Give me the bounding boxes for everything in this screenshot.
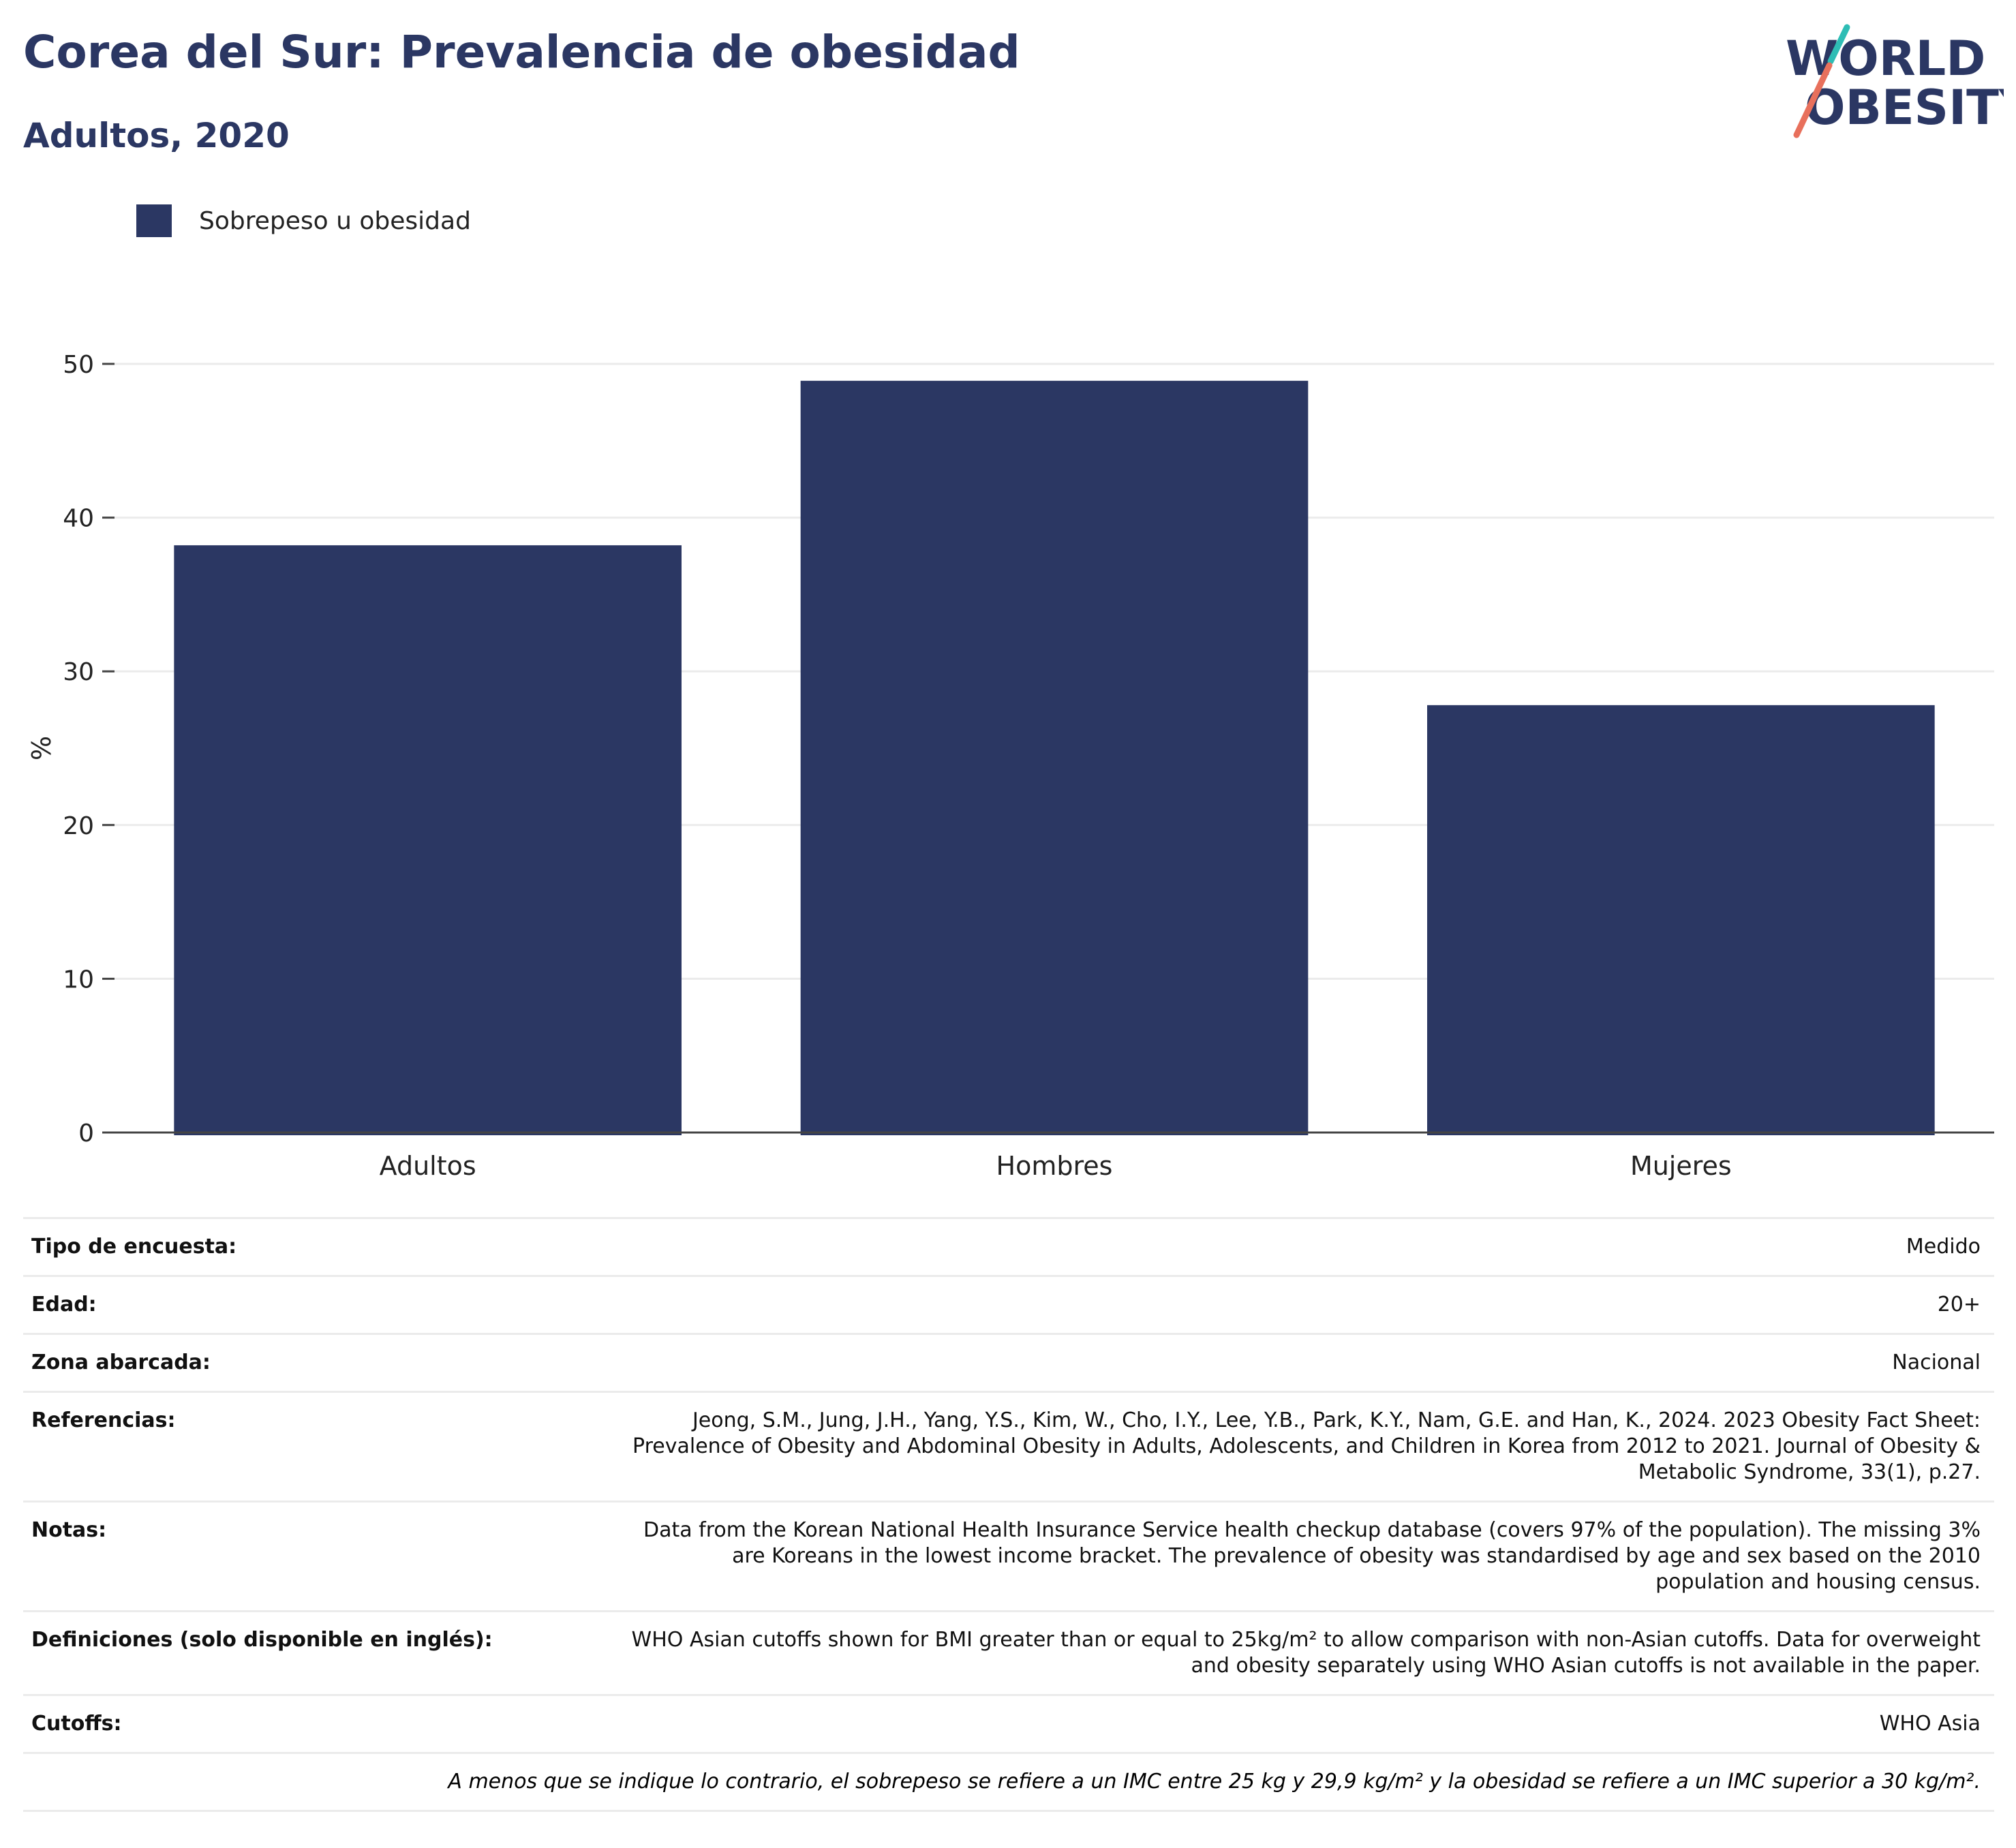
info-label: Zona abarcada: [23,1333,506,1392]
bar [174,545,682,1135]
y-tick-label: 50 [63,351,94,379]
legend-swatch [136,204,172,237]
chart-subtitle: Adultos, 2020 [23,116,290,155]
info-label: Edad: [23,1275,506,1334]
info-value: WHO Asian cutoffs shown for BMI greater … [506,1610,1994,1695]
world-obesity-logo: WORLD OBESITY [1786,24,2004,138]
info-label: Notas: [23,1500,506,1612]
logo-slash-coral [1793,62,1833,138]
y-axis-title: % [27,736,57,760]
legend-label: Sobrepeso u obesidad [199,206,471,235]
x-tick-label: Mujeres [1630,1151,1732,1181]
y-tick-label: 0 [78,1120,94,1148]
info-row: Tipo de encuesta: Medido [23,1217,1994,1276]
y-tick-label: 20 [63,812,94,840]
y-tick-label: 40 [63,505,94,533]
x-tick-label: Adultos [380,1151,476,1181]
logo-line-1: WORLD [1786,31,1985,87]
logo-line-2: OBESITY [1805,80,2004,136]
info-table: Tipo de encuesta: Medido Edad: 20+ Zona … [23,1217,1994,1812]
info-row: Edad: 20+ [23,1275,1994,1334]
chart-title: Corea del Sur: Prevalencia de obesidad [23,26,1020,78]
info-row: Definiciones (solo disponible en inglés)… [23,1610,1994,1695]
info-row: Referencias: Jeong, S.M., Jung, J.H., Ya… [23,1391,1994,1502]
info-value: Data from the Korean National Health Ins… [506,1500,1994,1612]
y-tick-label: 30 [63,658,94,686]
info-value: Medido [506,1217,1994,1276]
y-tick-label: 10 [63,966,94,994]
bar [800,380,1309,1136]
info-value: Nacional [506,1333,1994,1392]
info-label: Cutoffs: [23,1694,506,1753]
chart-legend[interactable]: Sobrepeso u obesidad [136,203,471,238]
info-label: Tipo de encuesta: [23,1217,506,1276]
bar [1427,705,1935,1135]
info-row: Cutoffs: WHO Asia [23,1694,1994,1753]
info-label: Referencias: [23,1391,506,1502]
info-row: Notas: Data from the Korean National Hea… [23,1500,1994,1612]
info-footnote-row: A menos que se indique lo contrario, el … [23,1752,1994,1812]
info-value: 20+ [506,1275,1994,1334]
info-footnote: A menos que se indique lo contrario, el … [23,1752,1994,1812]
info-value: Jeong, S.M., Jung, J.H., Yang, Y.S., Kim… [506,1391,1994,1502]
info-row: Zona abarcada: Nacional [23,1333,1994,1392]
info-label: Definiciones (solo disponible en inglés)… [23,1610,506,1695]
x-tick-label: Hombres [996,1151,1113,1181]
bar-chart: 0 10 20 30 40 50 Adultos Hombres Mujeres% [27,351,1994,1181]
info-value: WHO Asia [506,1694,1994,1753]
logo-slash-teal [1827,24,1850,65]
